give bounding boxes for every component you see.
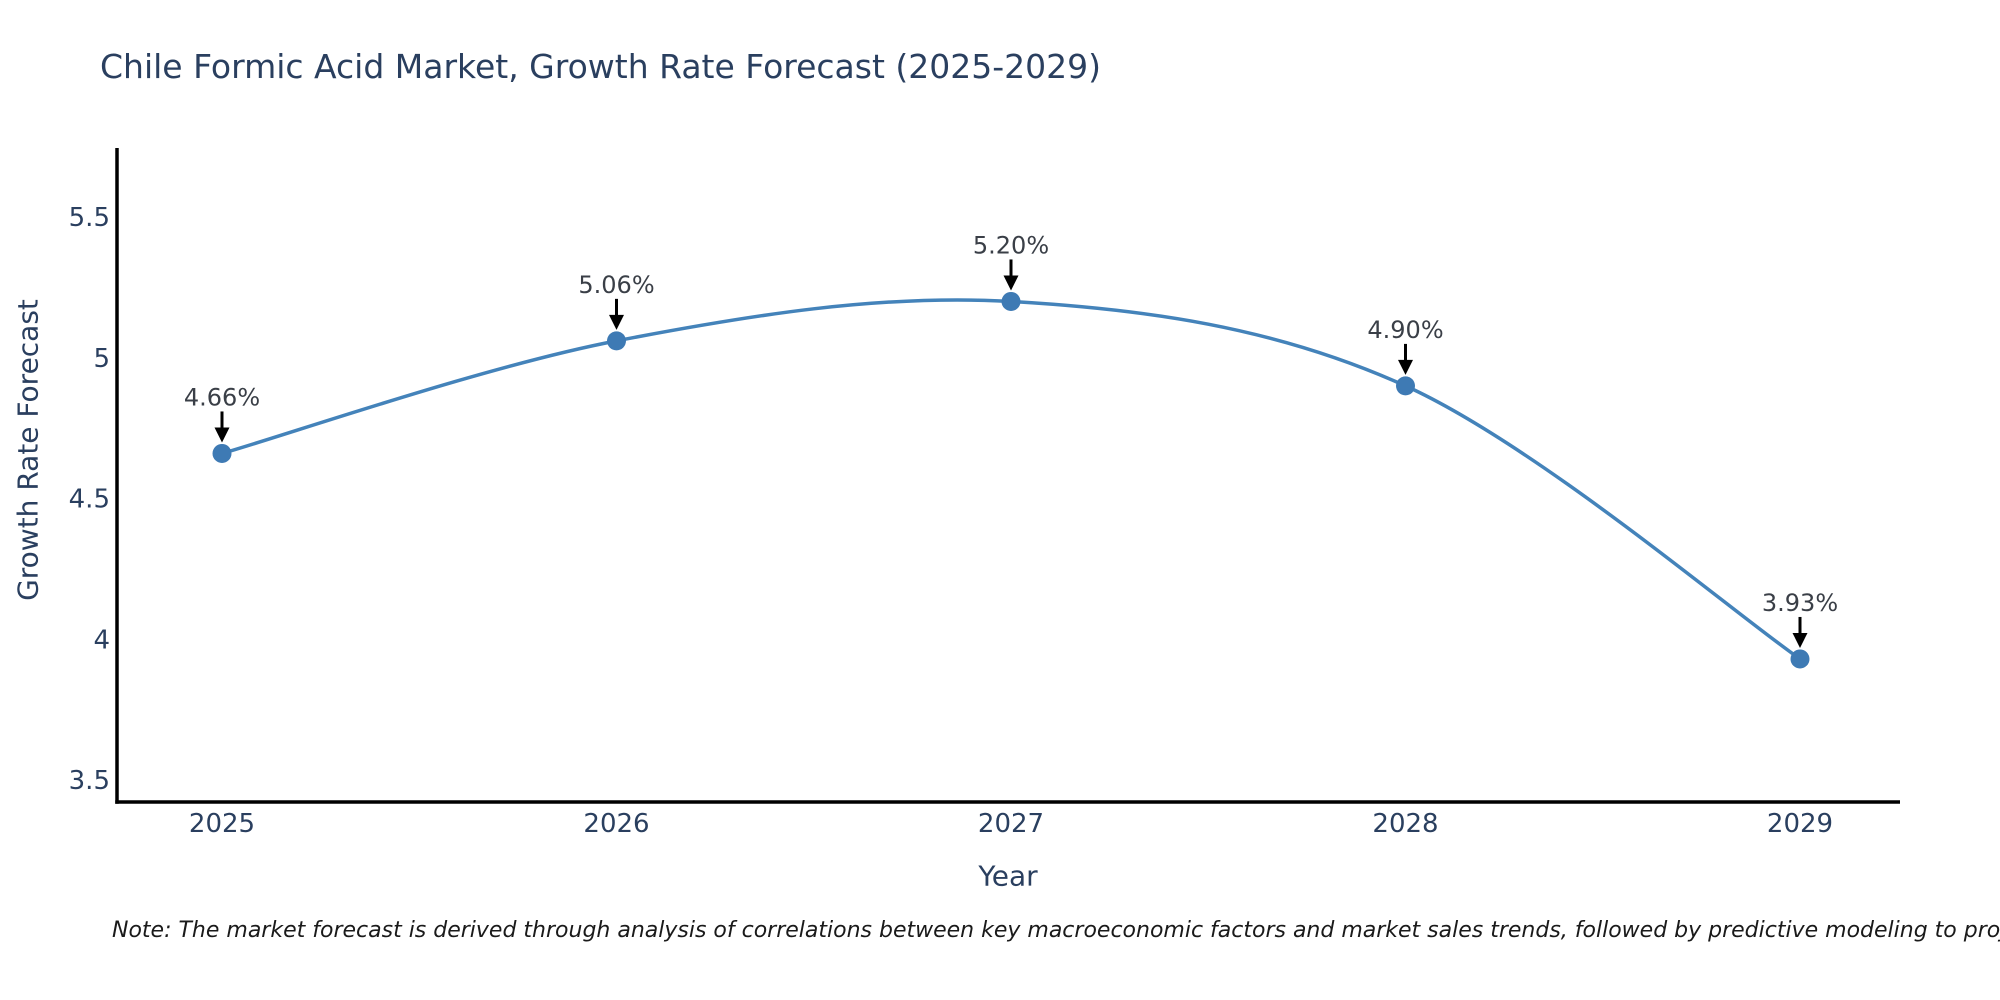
y-tick-label: 5.5 — [69, 203, 110, 233]
data-point-marker-2025 — [212, 443, 232, 463]
x-tick-label: 2026 — [583, 809, 649, 839]
y-tick-label: 4 — [93, 625, 110, 655]
data-point-marker-2027 — [1001, 291, 1021, 311]
annotation-arrowhead — [1792, 632, 1808, 648]
x-axis-title: Year — [978, 859, 1038, 893]
x-tick-label: 2028 — [1372, 809, 1438, 839]
y-tick-label: 5 — [93, 344, 110, 374]
annotation-arrowhead — [214, 427, 230, 443]
x-tick-label: 2029 — [1767, 809, 1833, 839]
y-axis-title: Growth Rate Forecast — [11, 299, 45, 601]
chart-title: Chile Formic Acid Market, Growth Rate Fo… — [100, 47, 1102, 86]
x-tick-label: 2027 — [978, 809, 1044, 839]
data-point-label: 4.66% — [184, 383, 260, 411]
x-tick-label: 2025 — [189, 809, 255, 839]
annotation-arrowhead — [1003, 275, 1019, 291]
footnote: Note: The market forecast is derived thr… — [112, 918, 2000, 943]
y-tick-label: 3.5 — [69, 766, 110, 796]
annotation-arrowhead — [609, 314, 624, 330]
y-tick-label: 4.5 — [69, 485, 110, 515]
data-point-label: 5.06% — [578, 271, 654, 299]
trend-line — [220, 298, 1802, 661]
data-point-marker-2028 — [1396, 376, 1415, 396]
data-point-label: 5.20% — [973, 231, 1049, 259]
annotation-arrowhead — [1398, 359, 1413, 375]
data-point-marker-2029 — [1790, 649, 1810, 669]
data-point-label: 3.93% — [1762, 589, 1838, 617]
data-point-label: 4.90% — [1367, 316, 1443, 344]
data-point-marker-2026 — [607, 331, 626, 351]
